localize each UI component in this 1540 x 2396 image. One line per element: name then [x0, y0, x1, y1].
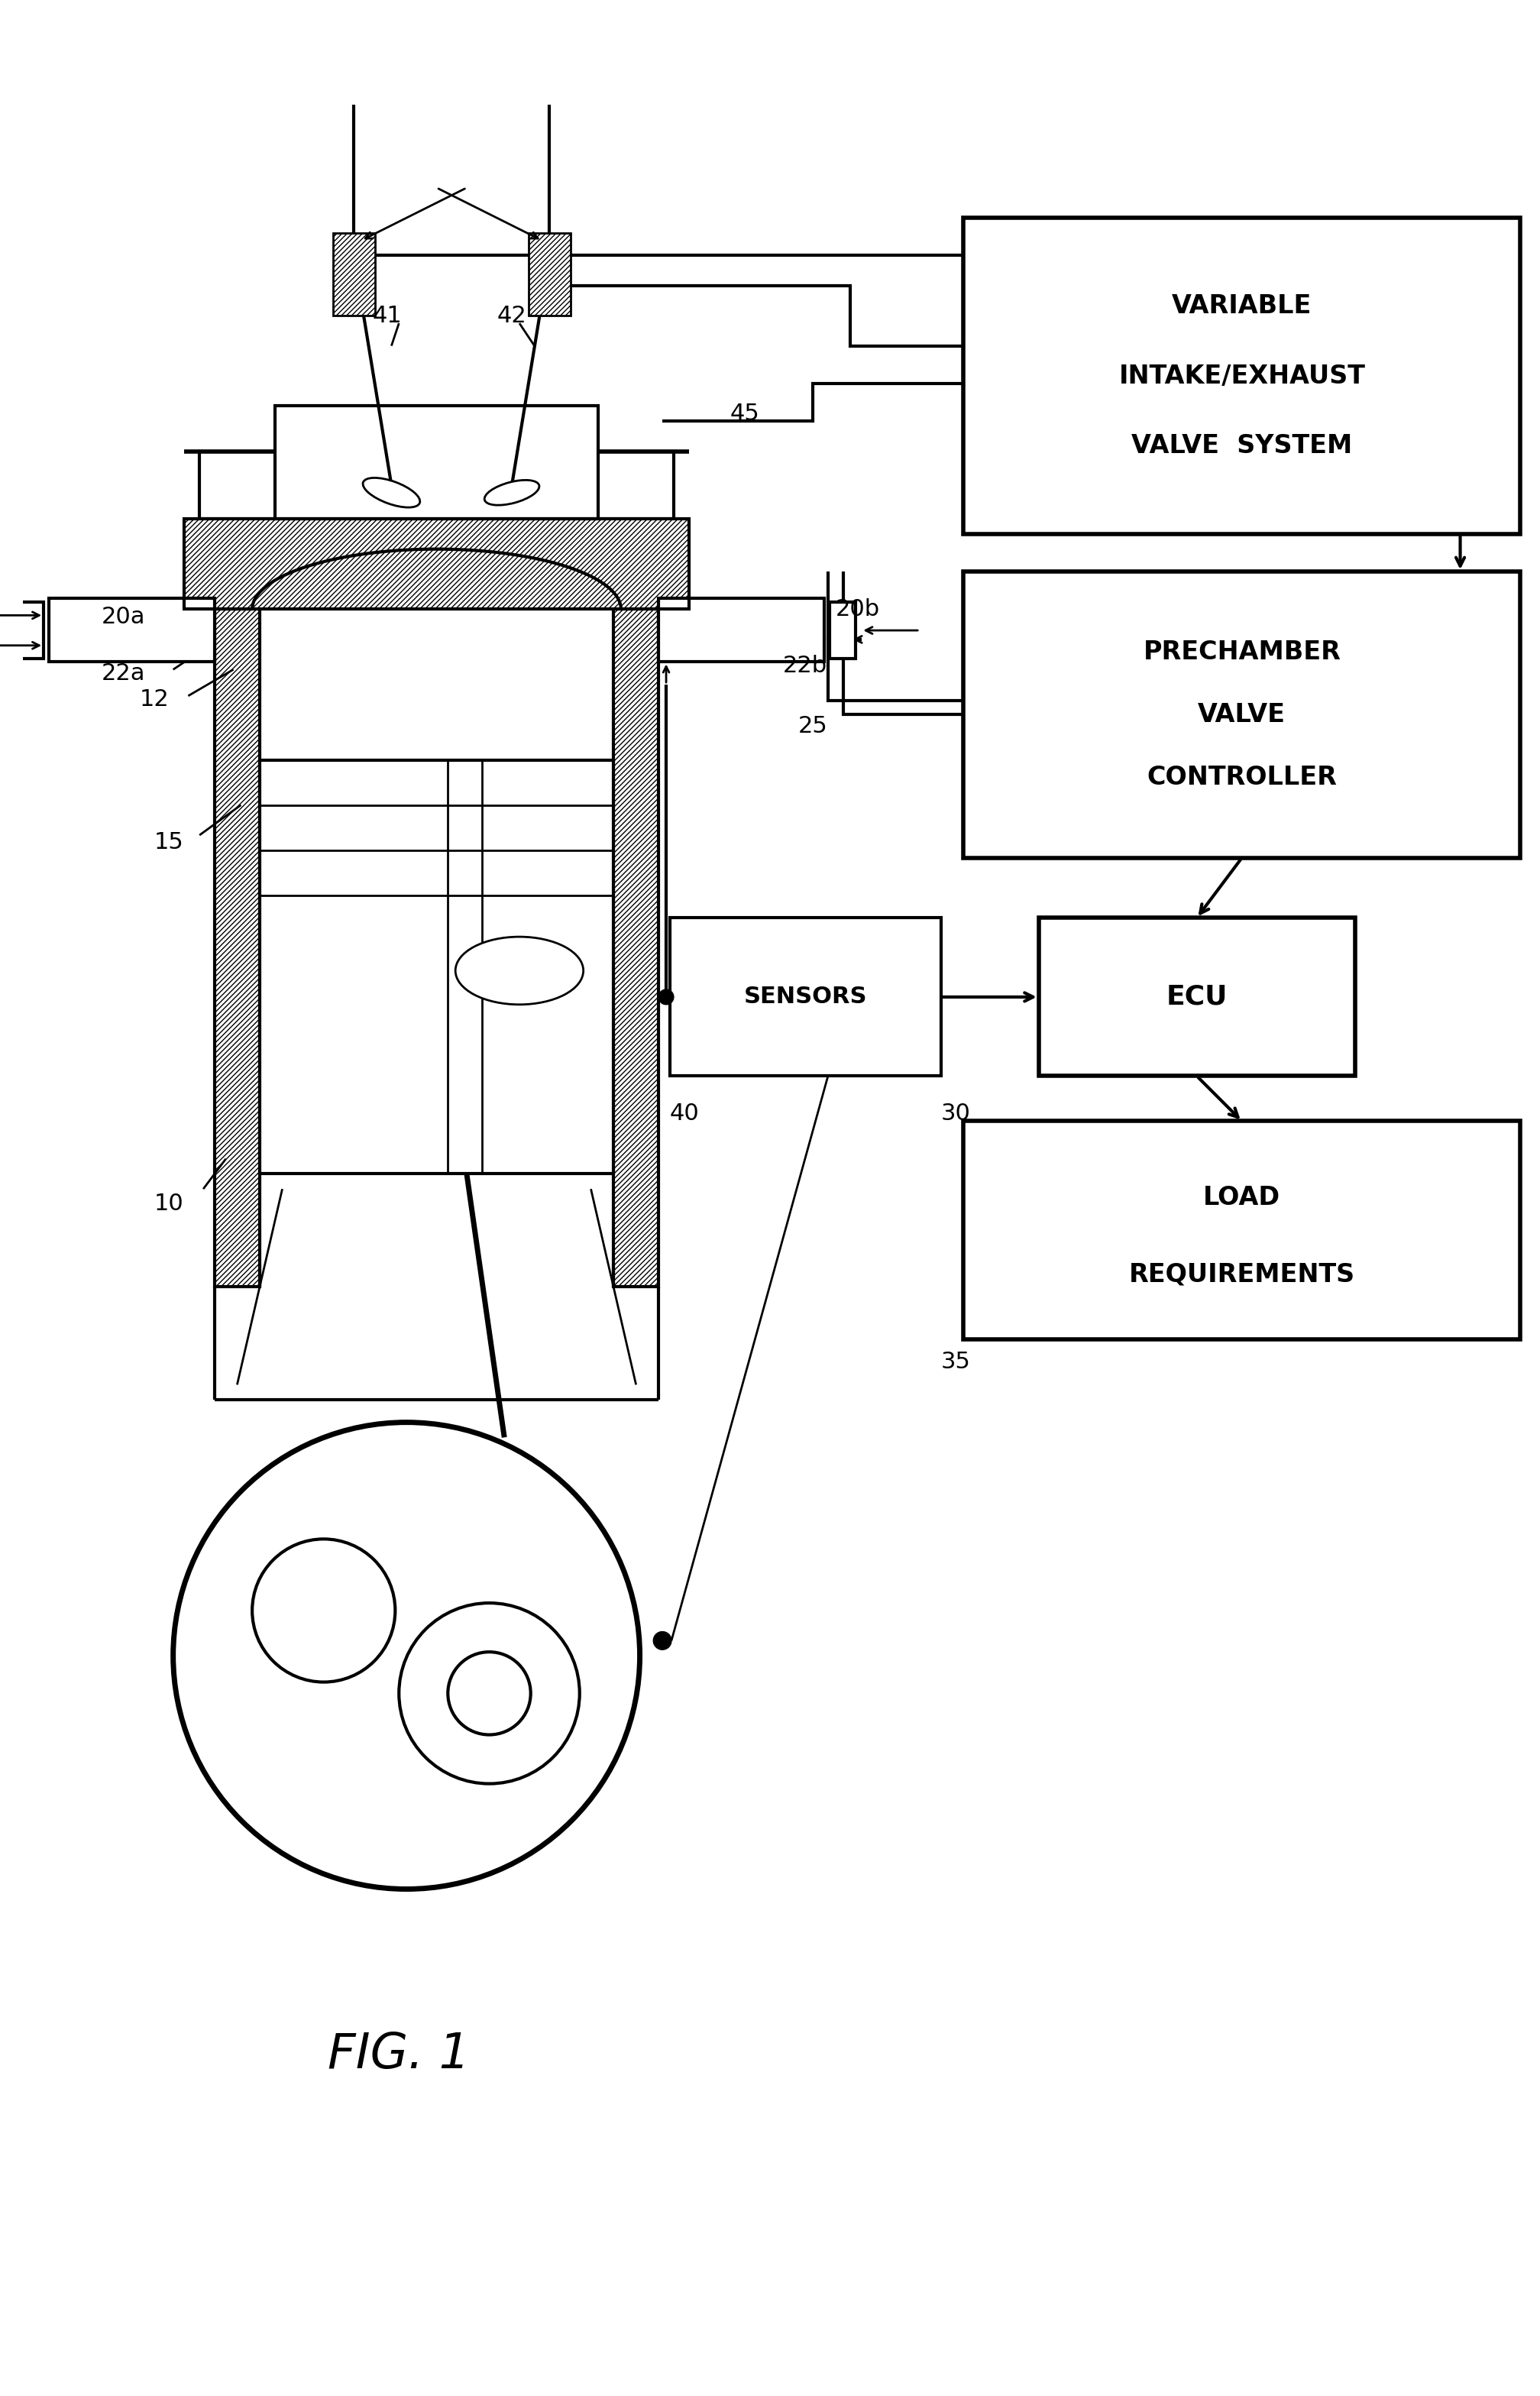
- Text: 40: 40: [670, 1102, 699, 1124]
- Bar: [964, 218, 1520, 534]
- Text: VALVE: VALVE: [1198, 702, 1286, 728]
- Text: VARIABLE: VARIABLE: [1172, 295, 1312, 319]
- Text: VALVE  SYSTEM: VALVE SYSTEM: [1132, 434, 1352, 458]
- Bar: [528, 232, 570, 316]
- Bar: [333, 232, 374, 316]
- Circle shape: [653, 1632, 671, 1651]
- Text: REQUIREMENTS: REQUIREMENTS: [1129, 1260, 1355, 1287]
- Bar: [214, 609, 260, 1287]
- Circle shape: [399, 1603, 579, 1783]
- Text: ECU: ECU: [1166, 985, 1227, 1011]
- Text: 41: 41: [373, 304, 402, 326]
- Text: 12: 12: [139, 688, 169, 712]
- Bar: [613, 609, 659, 1287]
- Text: 22a: 22a: [102, 661, 146, 685]
- Ellipse shape: [456, 937, 584, 1004]
- Text: 20a: 20a: [102, 606, 146, 628]
- Bar: [274, 405, 599, 520]
- Text: 10: 10: [154, 1193, 183, 1215]
- Text: 45: 45: [730, 403, 759, 424]
- Bar: [260, 760, 613, 1174]
- Text: INTAKE/EXHAUST: INTAKE/EXHAUST: [1118, 364, 1366, 388]
- Text: 22b: 22b: [782, 654, 827, 676]
- Bar: [333, 232, 374, 316]
- Text: 30: 30: [941, 1102, 970, 1124]
- Bar: [17, 601, 43, 659]
- Text: 15: 15: [154, 831, 183, 853]
- Bar: [964, 1121, 1520, 1339]
- Ellipse shape: [485, 479, 539, 506]
- Circle shape: [448, 1651, 531, 1735]
- Circle shape: [172, 1423, 639, 1888]
- Bar: [200, 450, 673, 520]
- Bar: [49, 599, 214, 661]
- Bar: [659, 599, 824, 661]
- Text: 20b: 20b: [836, 599, 879, 621]
- Bar: [830, 601, 856, 659]
- Circle shape: [253, 1538, 396, 1682]
- Text: PRECHAMBER: PRECHAMBER: [1143, 640, 1341, 664]
- Bar: [964, 573, 1520, 858]
- Bar: [185, 520, 688, 609]
- Text: LOAD: LOAD: [1203, 1186, 1281, 1210]
- Circle shape: [659, 990, 673, 1004]
- Bar: [185, 520, 688, 609]
- Text: CONTROLLER: CONTROLLER: [1147, 764, 1337, 791]
- Bar: [214, 609, 260, 1287]
- Bar: [613, 609, 659, 1287]
- Text: SENSORS: SENSORS: [744, 985, 867, 1009]
- Text: 35: 35: [941, 1351, 970, 1373]
- Text: FIG. 1: FIG. 1: [328, 2032, 470, 2077]
- Bar: [670, 918, 941, 1076]
- Ellipse shape: [363, 477, 420, 508]
- Text: 25: 25: [798, 714, 827, 738]
- Text: 42: 42: [497, 304, 527, 326]
- Bar: [1038, 918, 1355, 1076]
- Bar: [528, 232, 570, 316]
